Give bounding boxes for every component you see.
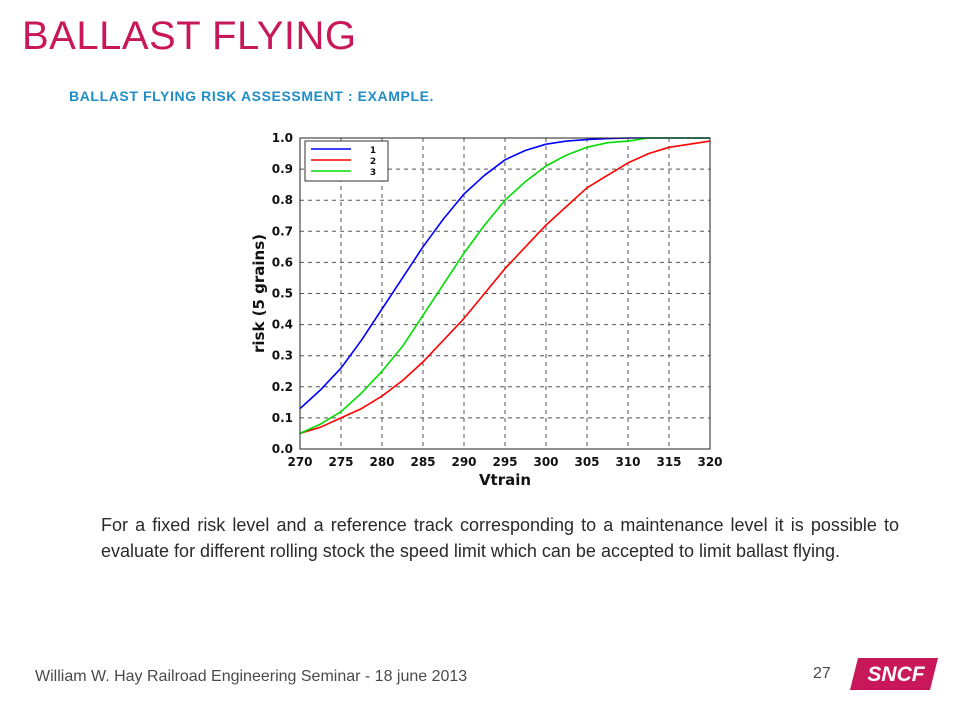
- x-tick-label: 280: [369, 455, 394, 469]
- sncf-logo: SNCF: [850, 658, 938, 690]
- sncf-logo-text: SNCF: [867, 663, 925, 686]
- x-tick-label: 300: [533, 455, 558, 469]
- footer-text: William W. Hay Railroad Engineering Semi…: [35, 668, 468, 685]
- x-axis-label: Vtrain: [479, 471, 531, 489]
- y-tick-label: 0.2: [272, 380, 293, 394]
- page-number: 27: [813, 665, 831, 682]
- series-line-2: [299, 140, 711, 435]
- x-tick-label: 285: [410, 455, 435, 469]
- y-tick-label: 0.9: [272, 162, 293, 176]
- x-tick-label: 275: [328, 455, 353, 469]
- slide-title: BALLAST FLYING: [22, 14, 357, 58]
- y-tick-label: 0.4: [272, 318, 293, 332]
- risk-chart-svg: 270 275 280 285 290 295 300 305 310 315 320 0.0 0.1 0…: [250, 131, 723, 489]
- y-tick-label: 0.0: [272, 442, 293, 456]
- body-text: For a fixed risk level and a reference t…: [101, 515, 899, 561]
- sncf-logo-shape: [850, 658, 938, 690]
- legend-label-2: 2: [370, 157, 376, 167]
- x-tick-label: 290: [451, 455, 476, 469]
- x-tick-label: 270: [287, 455, 312, 469]
- legend-label-1: 1: [370, 146, 376, 156]
- slide-subtitle: BALLAST FLYING RISK ASSESSMENT : EXAMPLE…: [69, 88, 435, 104]
- x-tick-label: 295: [492, 455, 517, 469]
- x-tick-label: 320: [697, 455, 722, 469]
- series-line-3: [299, 137, 710, 435]
- x-tick-label: 305: [574, 455, 599, 469]
- plot-frame: [299, 137, 711, 450]
- risk-chart: 270 275 280 285 290 295 300 305 310 315 320 0.0 0.1 0…: [250, 122, 730, 492]
- y-tick-label: 0.7: [272, 224, 293, 238]
- y-tick-label: 0.1: [272, 411, 293, 425]
- y-axis-label: risk (5 grains): [250, 234, 268, 353]
- legend-box: [304, 140, 389, 182]
- x-tick-label: 310: [615, 455, 640, 469]
- y-tick-label: 0.6: [272, 255, 293, 269]
- y-tick-label: 0.3: [272, 349, 293, 363]
- x-tick-label: 315: [656, 455, 681, 469]
- y-tick-label: 0.5: [272, 287, 293, 301]
- y-tick-label: 0.8: [272, 193, 293, 207]
- y-tick-label: 1.0: [272, 131, 293, 145]
- legend-label-3: 3: [370, 168, 376, 178]
